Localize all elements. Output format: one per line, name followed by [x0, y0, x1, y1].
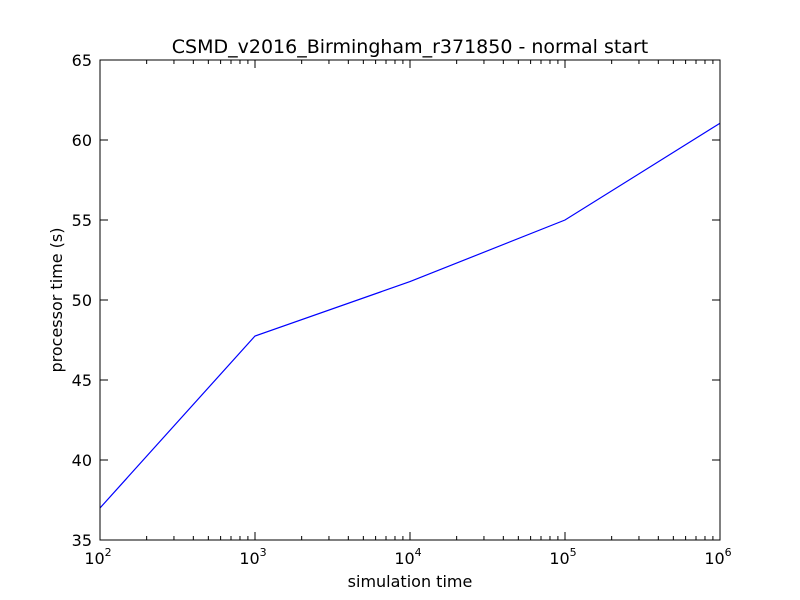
y-tick-label: 60	[72, 131, 92, 150]
x-tick-label-exponent: 4	[415, 546, 422, 559]
x-tick-label-base: 10	[549, 549, 569, 568]
series-line	[99, 122, 721, 509]
y-tick-label: 40	[72, 451, 92, 470]
x-tick-label: 105	[549, 546, 576, 568]
minor-ticks	[146, 60, 714, 540]
major-ticks	[99, 59, 721, 541]
x-tick-label-exponent: 6	[725, 546, 732, 559]
x-tick-label-exponent: 2	[105, 546, 112, 559]
x-tick-label: 103	[239, 546, 266, 568]
x-axis-label: simulation time	[348, 572, 473, 591]
y-tick-label: 50	[72, 291, 92, 310]
y-tick-label: 55	[72, 211, 92, 230]
x-tick-label-exponent: 3	[260, 546, 267, 559]
y-axis-label: processor time (s)	[47, 228, 66, 373]
y-tick-label: 35	[72, 531, 92, 550]
x-tick-label-exponent: 5	[570, 546, 577, 559]
x-tick-label: 104	[394, 546, 421, 568]
x-tick-label-base: 10	[239, 549, 259, 568]
chart-title: CSMD_v2016_Birmingham_r371850 - normal s…	[172, 36, 648, 58]
plot-frame	[99, 59, 721, 541]
x-tick-label-base: 10	[704, 549, 724, 568]
y-tick-label: 65	[72, 51, 92, 70]
y-tick-label: 45	[72, 371, 92, 390]
x-tick-label: 102	[84, 546, 111, 568]
x-tick-label: 106	[704, 546, 731, 568]
series-layer	[99, 122, 721, 509]
x-tick-label-base: 10	[84, 549, 104, 568]
x-tick-label-base: 10	[394, 549, 414, 568]
